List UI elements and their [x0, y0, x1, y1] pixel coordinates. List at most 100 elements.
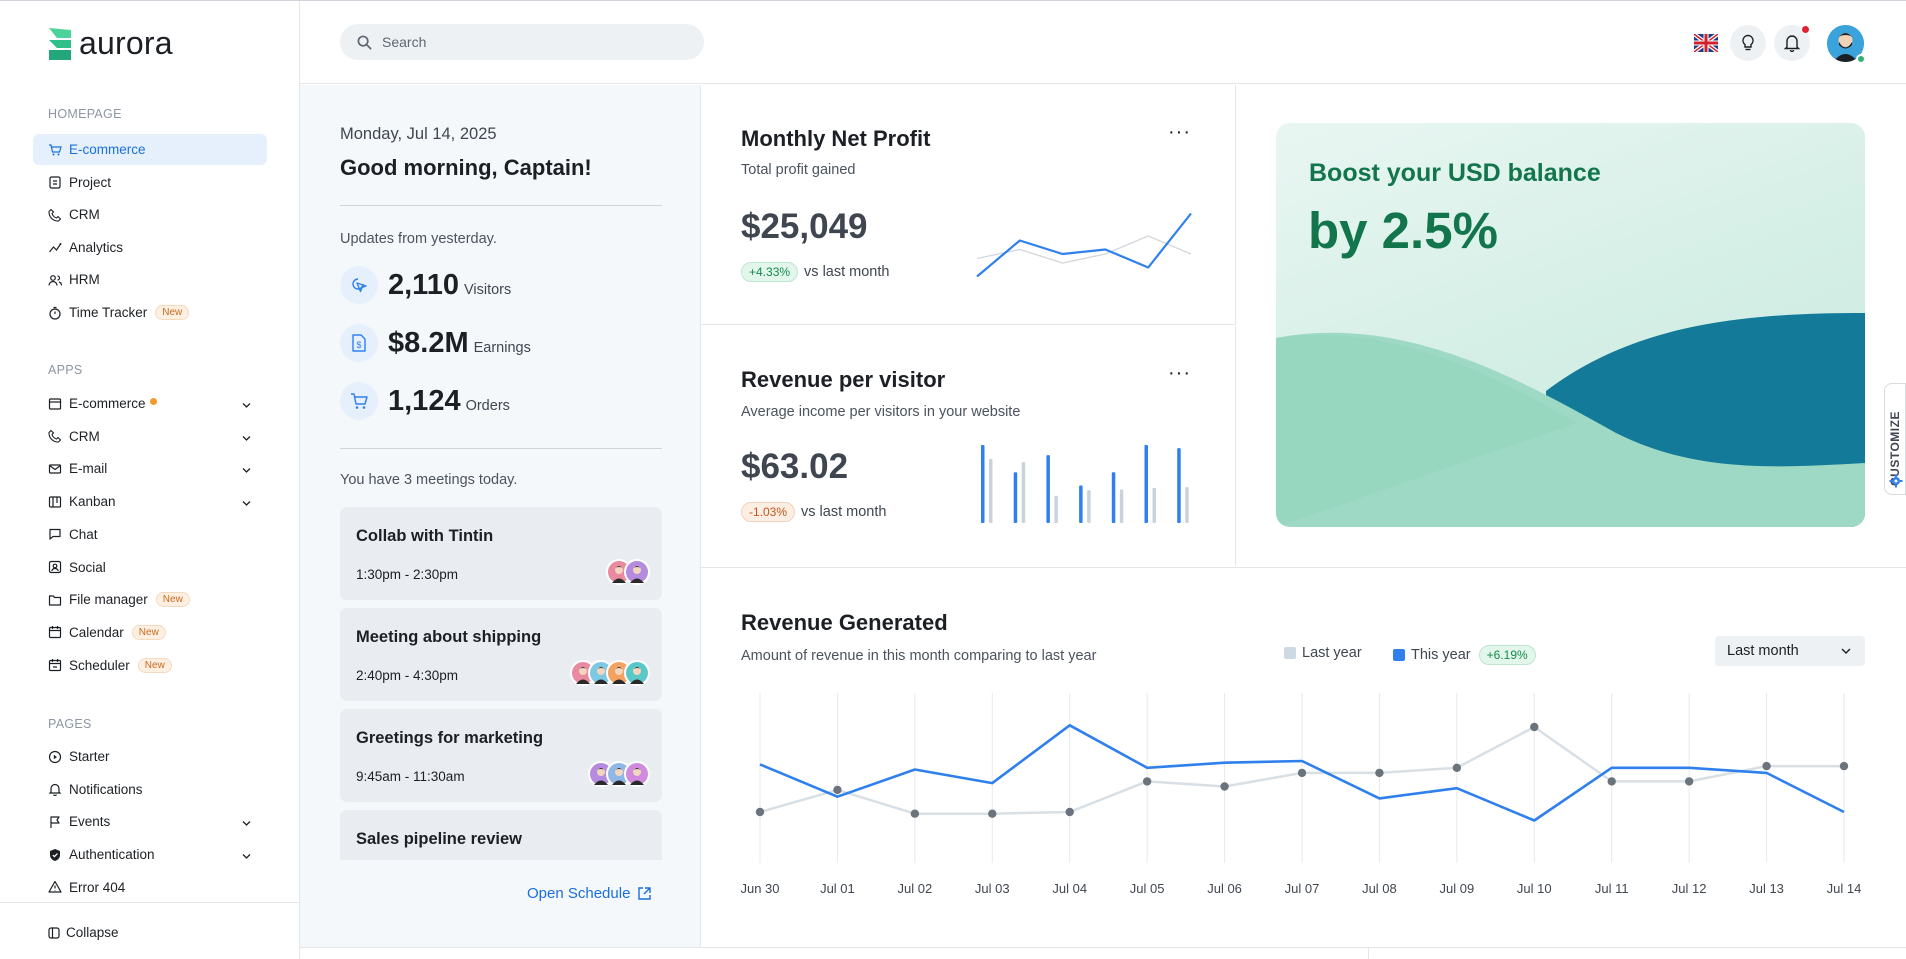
sidebar-item-e-commerce[interactable]: E-commerce — [33, 134, 267, 165]
more-options-button[interactable]: ··· — [1168, 121, 1191, 143]
sidebar-item-e-commerce[interactable]: E-commerce — [33, 388, 267, 419]
sidebar-item-authentication[interactable]: Authentication — [33, 839, 267, 870]
sidebar-item-scheduler[interactable]: Scheduler New — [33, 650, 267, 681]
sidebar-item-error-404[interactable]: Error 404 — [33, 872, 267, 903]
bar-primary — [1013, 472, 1018, 523]
meeting-card[interactable]: Collab with Tintin 1:30pm - 2:30pm — [340, 507, 662, 600]
revenue-visitor-bars — [981, 445, 1189, 523]
clipboard-icon — [48, 175, 62, 189]
change-row: +4.33% vs last month — [741, 262, 889, 282]
sidebar-item-social[interactable]: Social — [33, 552, 267, 583]
card-subtitle: Total profit gained — [741, 162, 856, 178]
meeting-title: Greetings for marketing — [356, 729, 544, 747]
chevron-down-icon[interactable] — [242, 495, 251, 510]
overview-panel: Monday, Jul 14, 2025 Good morning, Capta… — [300, 85, 701, 947]
point-last-year — [1065, 807, 1074, 817]
sidebar-item-label: Analytics — [69, 239, 124, 255]
sidebar-item-file-manager[interactable]: File manager New — [33, 584, 267, 615]
sidebar-item-notifications[interactable]: Notifications — [33, 774, 267, 805]
sidebar-item-e-mail[interactable]: E-mail — [33, 453, 267, 484]
top-header — [300, 1, 1906, 84]
user-avatar-button[interactable] — [1827, 25, 1866, 64]
sidebar-item-hrm[interactable]: HRM — [33, 264, 267, 295]
meeting-card[interactable]: Greetings for marketing 9:45am - 11:30am — [340, 709, 662, 802]
sidebar-item-starter[interactable]: Starter — [33, 741, 267, 772]
legend-swatch — [1284, 647, 1296, 659]
stat-orders: 1,124 Orders — [340, 382, 510, 420]
sidebar-item-label: Chat — [69, 526, 98, 542]
open-schedule-link[interactable]: Open Schedule — [527, 885, 652, 902]
collapse-icon — [48, 926, 60, 939]
collapse-row: Collapse — [0, 902, 299, 959]
chevron-down-icon[interactable] — [242, 815, 251, 830]
more-options-button[interactable]: ··· — [1168, 362, 1191, 384]
customize-tab[interactable]: CUSTOMIZE — [1884, 383, 1906, 495]
current-date: Monday, Jul 14, 2025 — [340, 125, 497, 143]
sidebar-item-label: Calendar — [69, 624, 124, 640]
period-select[interactable]: Last month — [1715, 636, 1865, 666]
stat-value: $8.2M — [388, 326, 469, 359]
point-last-year — [1607, 777, 1616, 786]
sidebar-item-label: E-commerce — [69, 142, 146, 157]
point-last-year — [1839, 761, 1849, 771]
stat-label: Visitors — [463, 282, 512, 298]
point-last-year — [1297, 768, 1307, 778]
sidebar-item-analytics[interactable]: Analytics — [33, 232, 267, 263]
stat-label: Earnings — [473, 340, 531, 356]
notifications-button[interactable] — [1774, 25, 1810, 61]
brand-logo[interactable]: aurora — [47, 25, 173, 62]
sidebar-item-label: Social — [69, 559, 106, 575]
point-last-year — [1452, 763, 1462, 772]
chevron-down-icon[interactable] — [242, 397, 251, 412]
attendee-avatars — [570, 660, 650, 686]
language-flag-button[interactable] — [1692, 32, 1720, 57]
x-tick-label: Jul 05 — [1130, 881, 1165, 896]
sidebar-item-label: Error 404 — [69, 879, 126, 895]
search-input[interactable] — [382, 34, 682, 50]
chevron-down-icon[interactable] — [242, 462, 251, 477]
sidebar-item-project[interactable]: Project — [33, 167, 267, 198]
footer-divider — [1368, 947, 1369, 959]
sidebar-item-calendar[interactable]: Calendar New — [33, 617, 267, 648]
social-icon — [48, 560, 62, 574]
sidebar-item-label: Scheduler — [69, 657, 130, 673]
lightbulb-icon — [1742, 34, 1754, 51]
sidebar-item-events[interactable]: Events — [33, 806, 267, 837]
sidebar-item-label: E-mail — [69, 461, 108, 477]
point-last-year — [1762, 761, 1771, 771]
sidebar-item-kanban[interactable]: Kanban — [33, 486, 267, 517]
meeting-card[interactable]: Sales pipeline review — [340, 810, 662, 860]
point-last-year — [833, 785, 842, 795]
bar-secondary — [1054, 495, 1058, 523]
bar-secondary — [1119, 489, 1124, 523]
section-pages: PAGES — [48, 717, 92, 731]
promo-wave-illustration — [1276, 313, 1865, 527]
promo-banner[interactable]: Boost your USD balance by 2.5% — [1276, 123, 1865, 527]
collapse-button[interactable]: Collapse — [48, 925, 119, 940]
avatar — [624, 761, 650, 787]
search-box[interactable] — [340, 24, 704, 60]
x-tick-label: Jul 02 — [898, 881, 933, 896]
sidebar-item-crm[interactable]: CRM — [33, 421, 267, 452]
stat-earnings: $ $8.2M Earnings — [340, 324, 531, 362]
meeting-time: 2:40pm - 4:30pm — [356, 668, 459, 683]
avatar — [624, 660, 650, 686]
chevron-down-icon[interactable] — [242, 430, 251, 445]
bell-icon — [48, 782, 62, 797]
meeting-title: Sales pipeline review — [356, 830, 522, 848]
meeting-card[interactable]: Meeting about shipping 2:40pm - 4:30pm — [340, 608, 662, 701]
external-link-icon — [638, 887, 652, 900]
sidebar: aurora HOMEPAGE E-commerce Project CRM Anal… — [0, 1, 300, 959]
x-tick-label: Jul 11 — [1595, 881, 1629, 896]
sidebar-item-crm[interactable]: CRM — [33, 199, 267, 230]
net-profit-value: $25,049 — [741, 207, 868, 246]
theme-toggle-button[interactable] — [1730, 25, 1766, 61]
sidebar-item-time-tracker[interactable]: Time Tracker New — [33, 297, 267, 328]
card-title: Monthly Net Profit — [741, 126, 931, 151]
x-tick-label: Jul 03 — [975, 881, 1010, 896]
sidebar-item-label: Kanban — [69, 494, 116, 510]
stopwatch-icon — [48, 306, 62, 320]
stat-value: 2,110 — [388, 268, 459, 301]
sidebar-item-chat[interactable]: Chat — [33, 519, 267, 550]
chevron-down-icon[interactable] — [242, 848, 251, 863]
